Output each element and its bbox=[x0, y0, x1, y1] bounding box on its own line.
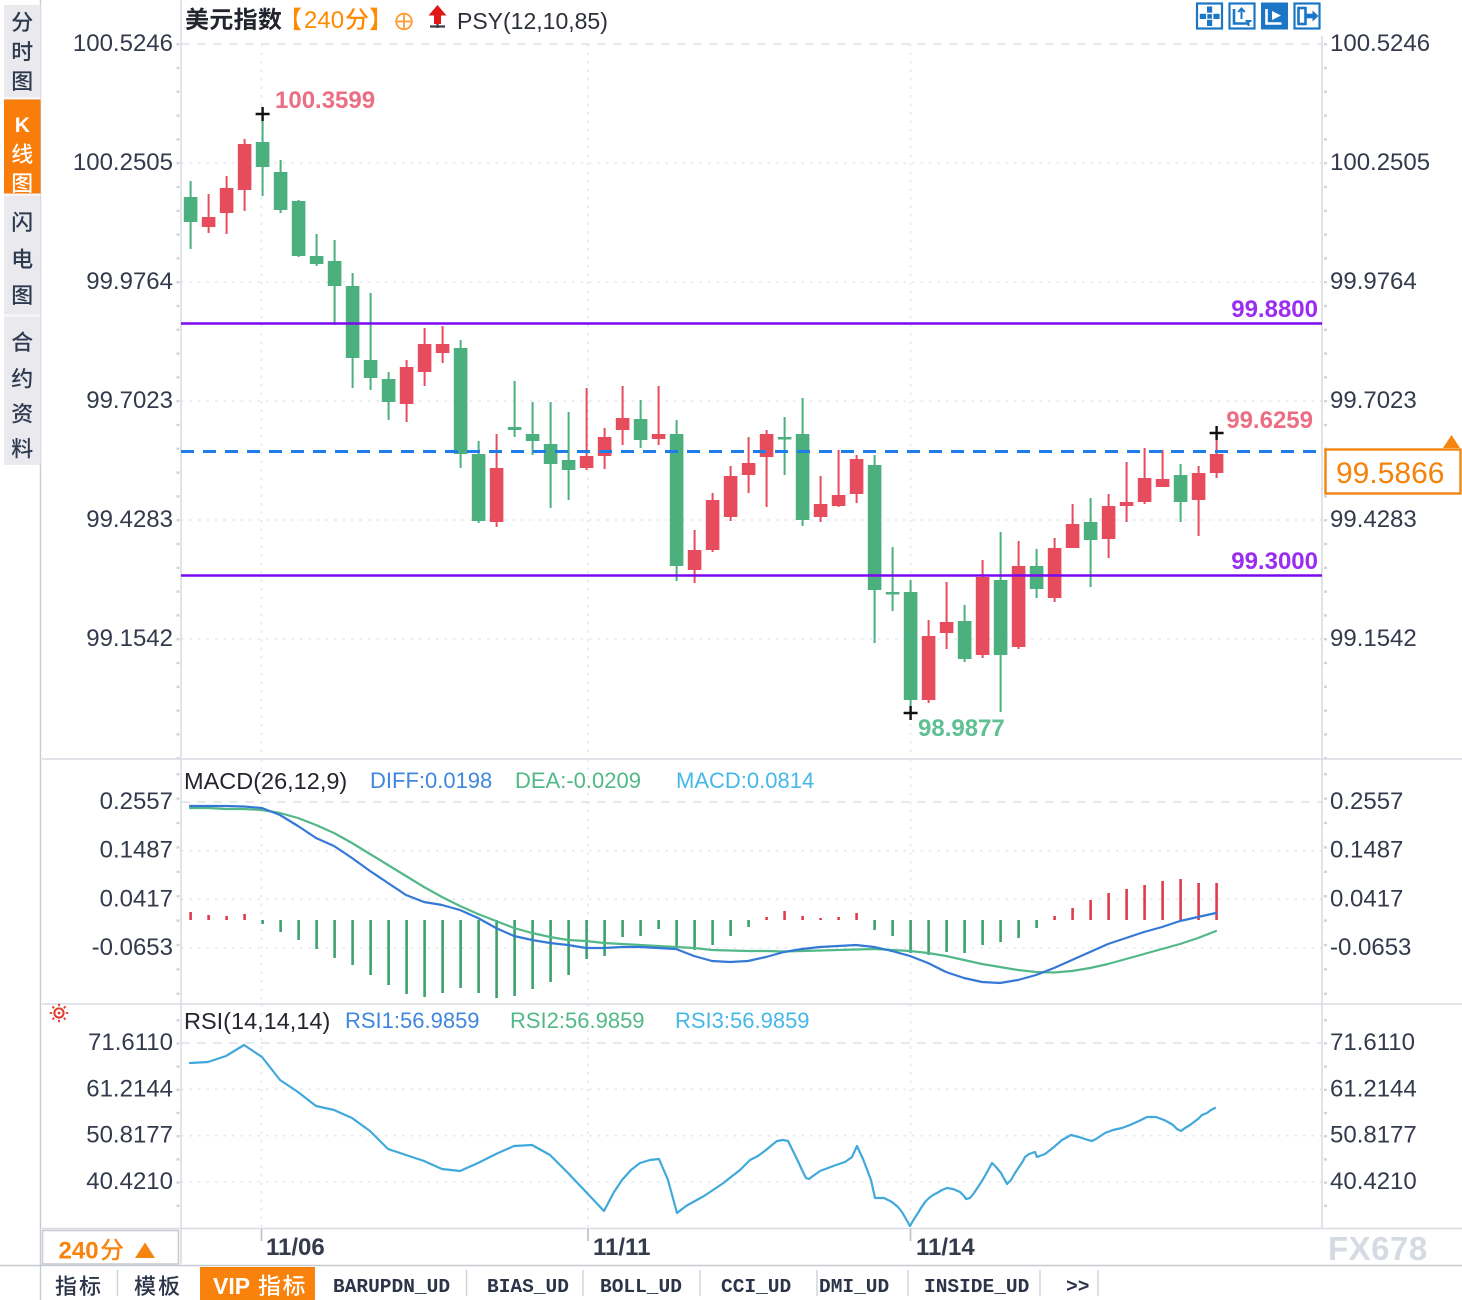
svg-text:99.6259: 99.6259 bbox=[1226, 407, 1313, 434]
svg-text:0.2557: 0.2557 bbox=[100, 788, 173, 815]
svg-text:99.8800: 99.8800 bbox=[1231, 296, 1318, 323]
svg-text:0.2557: 0.2557 bbox=[1330, 788, 1403, 815]
svg-text:71.6110: 71.6110 bbox=[88, 1029, 173, 1056]
svg-text:100.2505: 100.2505 bbox=[1330, 149, 1430, 176]
svg-text:0.0417: 0.0417 bbox=[100, 885, 173, 912]
svg-text:0.0417: 0.0417 bbox=[1330, 885, 1403, 912]
svg-text:11/11: 11/11 bbox=[593, 1234, 650, 1261]
svg-text:99.1542: 99.1542 bbox=[86, 625, 173, 652]
svg-text:98.9877: 98.9877 bbox=[918, 715, 1005, 742]
svg-text:71.6110: 71.6110 bbox=[1330, 1029, 1415, 1056]
svg-text:MACD:0.0814: MACD:0.0814 bbox=[676, 768, 814, 793]
svg-text:99.9764: 99.9764 bbox=[86, 268, 173, 295]
svg-text:RSI2:56.9859: RSI2:56.9859 bbox=[510, 1008, 645, 1033]
svg-text:K: K bbox=[15, 114, 30, 137]
svg-text:99.3000: 99.3000 bbox=[1231, 548, 1318, 575]
svg-text:PSY(12,10,85): PSY(12,10,85) bbox=[457, 8, 608, 34]
svg-text:>>: >> bbox=[1066, 1276, 1089, 1298]
svg-text:61.2144: 61.2144 bbox=[1330, 1075, 1417, 1102]
svg-text:INSIDE_UD: INSIDE_UD bbox=[924, 1276, 1029, 1298]
svg-text:0.1487: 0.1487 bbox=[100, 837, 173, 864]
svg-text:11/06: 11/06 bbox=[266, 1234, 325, 1261]
svg-text:0.1487: 0.1487 bbox=[1330, 837, 1403, 864]
svg-text:DMI_UD: DMI_UD bbox=[819, 1276, 889, 1298]
svg-text:99.9764: 99.9764 bbox=[1330, 268, 1417, 295]
svg-text:-0.0653: -0.0653 bbox=[92, 934, 173, 961]
svg-text:99.5866: 99.5866 bbox=[1336, 457, 1444, 490]
svg-text:-0.0653: -0.0653 bbox=[1330, 934, 1411, 961]
svg-text:100.5246: 100.5246 bbox=[73, 30, 173, 57]
svg-text:100.3599: 100.3599 bbox=[275, 87, 375, 114]
svg-text:DIFF:0.0198: DIFF:0.0198 bbox=[370, 768, 492, 793]
svg-text:99.1542: 99.1542 bbox=[1330, 625, 1417, 652]
svg-text:99.4283: 99.4283 bbox=[1330, 506, 1417, 533]
svg-text:40.4210: 40.4210 bbox=[1330, 1168, 1417, 1195]
svg-text:40.4210: 40.4210 bbox=[86, 1168, 173, 1195]
svg-text:100.5246: 100.5246 bbox=[1330, 30, 1430, 57]
svg-text:99.4283: 99.4283 bbox=[86, 506, 173, 533]
svg-text:BOLL_UD: BOLL_UD bbox=[600, 1276, 682, 1298]
svg-text:BIAS_UD: BIAS_UD bbox=[487, 1276, 569, 1298]
svg-text:BARUPDN_UD: BARUPDN_UD bbox=[333, 1276, 450, 1298]
svg-text:61.2144: 61.2144 bbox=[86, 1075, 173, 1102]
svg-text:11/14: 11/14 bbox=[916, 1234, 975, 1261]
svg-text:VIP: VIP bbox=[213, 1273, 250, 1299]
svg-text:FX678: FX678 bbox=[1328, 1230, 1428, 1267]
svg-text:MACD(26,12,9): MACD(26,12,9) bbox=[184, 768, 347, 794]
svg-text:99.7023: 99.7023 bbox=[86, 387, 173, 414]
svg-text:50.8177: 50.8177 bbox=[1330, 1122, 1417, 1149]
svg-text:DEA:-0.0209: DEA:-0.0209 bbox=[515, 768, 641, 793]
svg-text:CCI_UD: CCI_UD bbox=[721, 1276, 791, 1298]
svg-text:100.2505: 100.2505 bbox=[73, 149, 173, 176]
svg-text:RSI3:56.9859: RSI3:56.9859 bbox=[675, 1008, 810, 1033]
svg-text:99.7023: 99.7023 bbox=[1330, 387, 1417, 414]
svg-text:RSI1:56.9859: RSI1:56.9859 bbox=[345, 1008, 480, 1033]
svg-text:50.8177: 50.8177 bbox=[86, 1122, 173, 1149]
svg-text:240: 240 bbox=[304, 7, 344, 34]
svg-text:240: 240 bbox=[59, 1238, 99, 1265]
svg-text:RSI(14,14,14): RSI(14,14,14) bbox=[184, 1008, 330, 1034]
